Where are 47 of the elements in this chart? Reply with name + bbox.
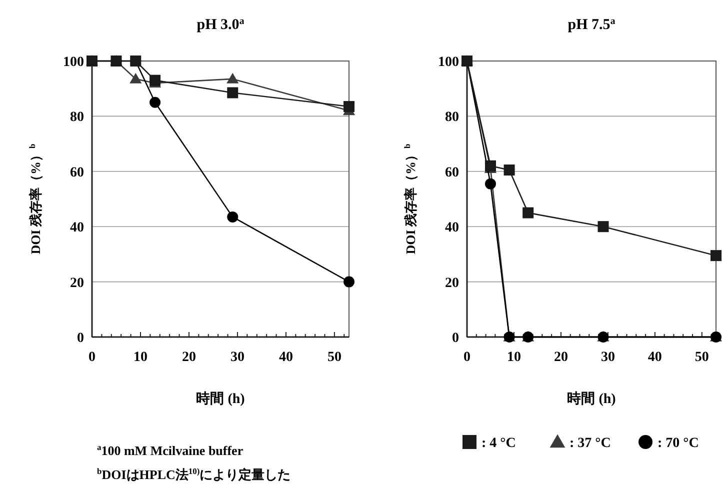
point [150, 74, 161, 86]
x-tick-label: 40 [278, 350, 293, 365]
point [130, 72, 142, 84]
point [227, 87, 238, 98]
chart-title: pH 7.5$^{a}$ [568, 16, 616, 33]
point [344, 101, 354, 112]
legend-label: : 37 °C [570, 436, 611, 451]
x-tick-label: 50 [327, 350, 342, 365]
text: $^{b}$DOIはHPLC法$^{10)}$により定量した [97, 466, 291, 482]
chart-title: pH 3.0$^{a}$ [196, 16, 244, 33]
y-tick-label: 100 [63, 55, 84, 70]
x-tick-label: 50 [694, 350, 709, 365]
y-tick-label: 60 [445, 165, 459, 180]
point [150, 96, 161, 108]
point [598, 221, 609, 232]
x-tick-label: 20 [554, 350, 568, 365]
point [226, 72, 239, 84]
point [710, 250, 722, 262]
x-tick-label: 10 [506, 350, 521, 365]
y-tick-label: 80 [70, 110, 84, 126]
x-axis-title: 時間 (h) [196, 391, 246, 407]
text: $^{a}$100 mM Mcilvaine buffer [97, 442, 244, 458]
legend-label: : 70 °C [658, 436, 699, 451]
x-tick-label: 0 [464, 350, 470, 365]
y-tick-label: 40 [70, 220, 84, 236]
legend-label: : 4 °C [482, 436, 516, 451]
x-tick-label: 40 [648, 350, 662, 365]
y-tick-label: 60 [70, 165, 84, 180]
point [484, 160, 496, 172]
x-tick-label: 10 [133, 350, 148, 365]
x-tick-label: 20 [182, 350, 196, 365]
point [227, 211, 238, 222]
y-tick-label: 80 [445, 110, 459, 126]
point [504, 164, 515, 176]
point [522, 207, 534, 218]
y-tick-label: 0 [452, 331, 459, 346]
x-tick-label: 30 [230, 350, 244, 365]
y-tick-label: 20 [445, 276, 459, 291]
point [344, 276, 354, 288]
x-tick-label: 30 [600, 350, 615, 365]
x-axis-title: 時間 (h) [567, 391, 616, 407]
point [484, 178, 496, 190]
y-tick-label: 0 [77, 331, 84, 346]
y-tick-label: 20 [70, 276, 84, 291]
y-tick-label: 40 [445, 220, 459, 236]
y-tick-label: 100 [438, 55, 459, 70]
x-tick-label: 0 [88, 350, 96, 365]
